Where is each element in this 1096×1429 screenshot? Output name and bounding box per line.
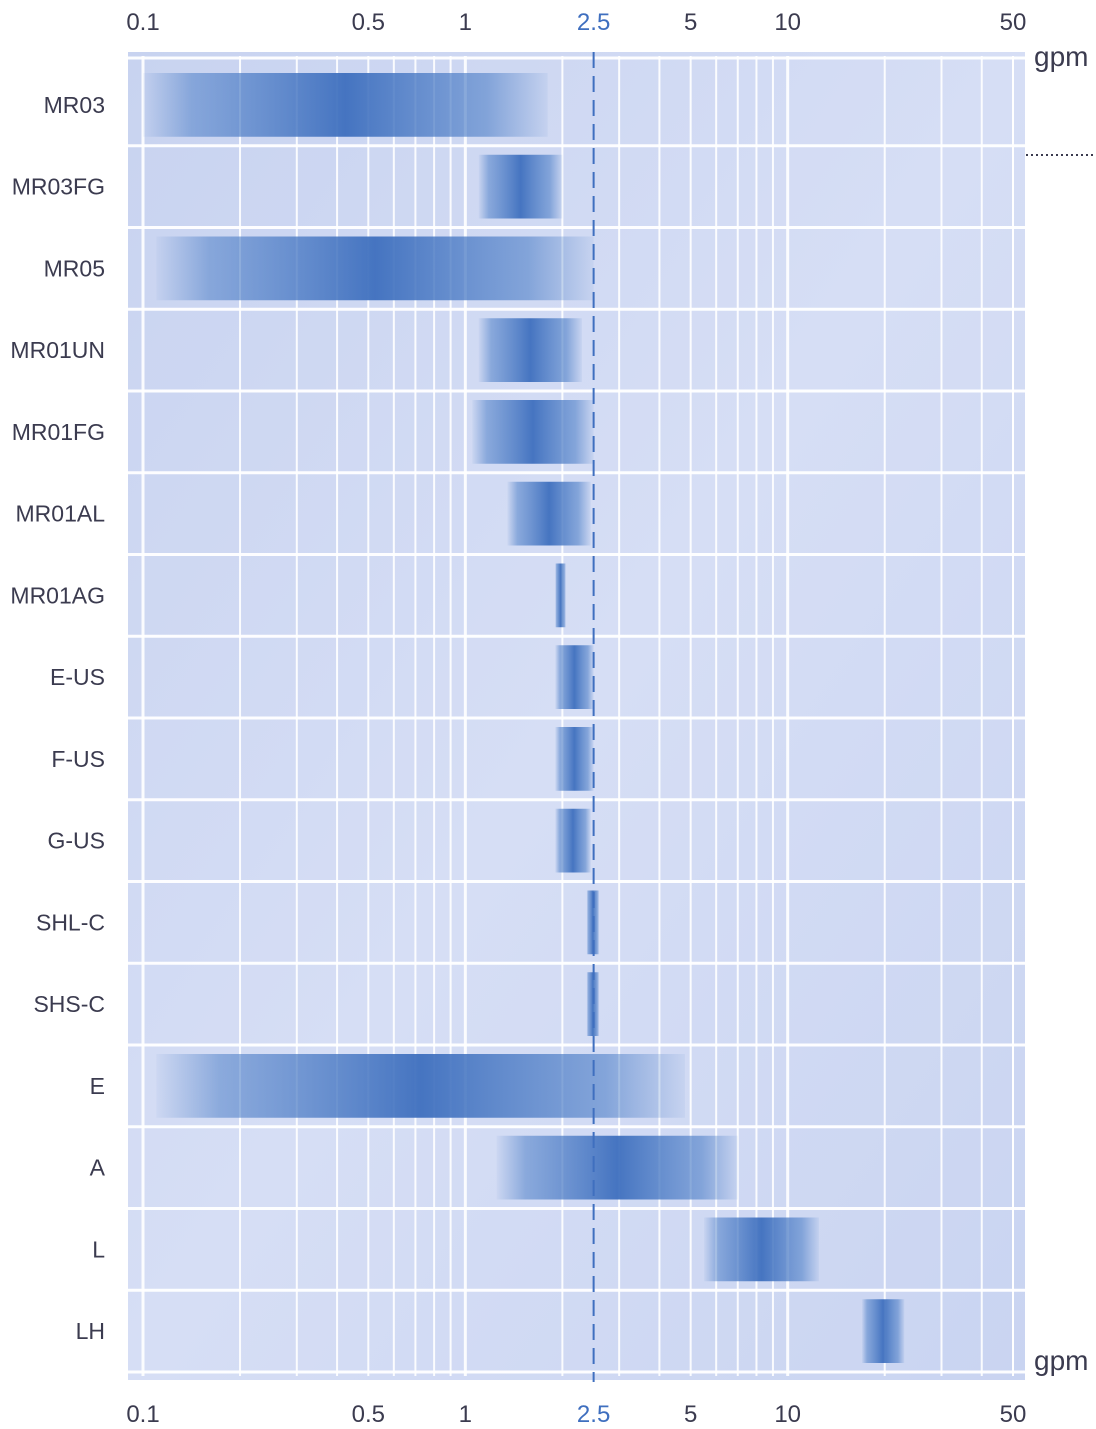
range-bar-mr05: [156, 236, 594, 301]
category-label: SHL-C: [36, 909, 105, 935]
range-bar-mr03fg: [478, 154, 563, 219]
category-label: MR03FG: [12, 174, 105, 200]
x-tick-label: 0.5: [352, 9, 385, 36]
x-tick-label: 10: [774, 1401, 801, 1428]
x-tick-label: 5: [684, 9, 697, 36]
category-label: MR01FG: [12, 419, 105, 445]
range-bar-g-us: [555, 808, 591, 873]
x-tick-label: 1: [459, 9, 472, 36]
range-bar-a: [496, 1135, 738, 1200]
category-label: MR01AG: [10, 582, 105, 608]
category-labels: MR03 MR03FG MR05 MR01UN MR01FG MR01AL MR01AG E-…: [10, 92, 105, 1344]
range-bar-mr01un: [478, 318, 582, 382]
x-tick-label: 2.5: [577, 9, 610, 36]
x-tick-label: 50: [1000, 1401, 1027, 1428]
range-bar-lh: [861, 1299, 905, 1363]
category-label: LH: [76, 1318, 105, 1344]
category-label: L: [92, 1236, 105, 1262]
category-label: F-US: [51, 746, 105, 772]
unit-label-bottom: gpm: [1034, 1345, 1088, 1376]
range-bar-shs-c: [586, 972, 600, 1036]
category-label: E-US: [50, 664, 105, 690]
category-label: MR01AL: [16, 501, 106, 527]
x-tick-label: 0.5: [352, 1401, 385, 1428]
category-label: G-US: [48, 828, 106, 854]
category-label: MR03: [44, 92, 105, 118]
range-bar-mr01ag: [555, 563, 566, 628]
x-tick-label: 50: [1000, 9, 1027, 36]
x-tick-label: 0.1: [126, 1401, 159, 1428]
range-bar-mr01al: [507, 481, 591, 546]
x-tick-label: 1: [459, 1401, 472, 1428]
range-bar-mr03: [143, 73, 548, 137]
x-tick-label: 5: [684, 1401, 697, 1428]
category-label: A: [90, 1155, 106, 1181]
range-bar-l: [703, 1217, 819, 1282]
axis-ticks: 0.1 0.1 0.5 0.5 1 1 2.5 2.5 5 5 10 10 50 50: [126, 9, 1026, 1428]
x-tick-label: 0.1: [126, 9, 159, 36]
category-label: E: [90, 1073, 105, 1099]
x-tick-label: 2.5: [577, 1401, 610, 1428]
range-bars: [143, 73, 905, 1363]
x-tick-label: 10: [774, 9, 801, 36]
range-bar-e-us: [555, 645, 594, 709]
unit-label-top: gpm: [1034, 41, 1088, 72]
range-bar-mr01fg: [472, 400, 594, 464]
range-bar-f-us: [555, 727, 594, 791]
category-label: SHS-C: [33, 991, 105, 1017]
category-label: MR01UN: [10, 337, 105, 363]
category-label: MR05: [44, 255, 105, 281]
range-bar-e: [156, 1054, 685, 1118]
